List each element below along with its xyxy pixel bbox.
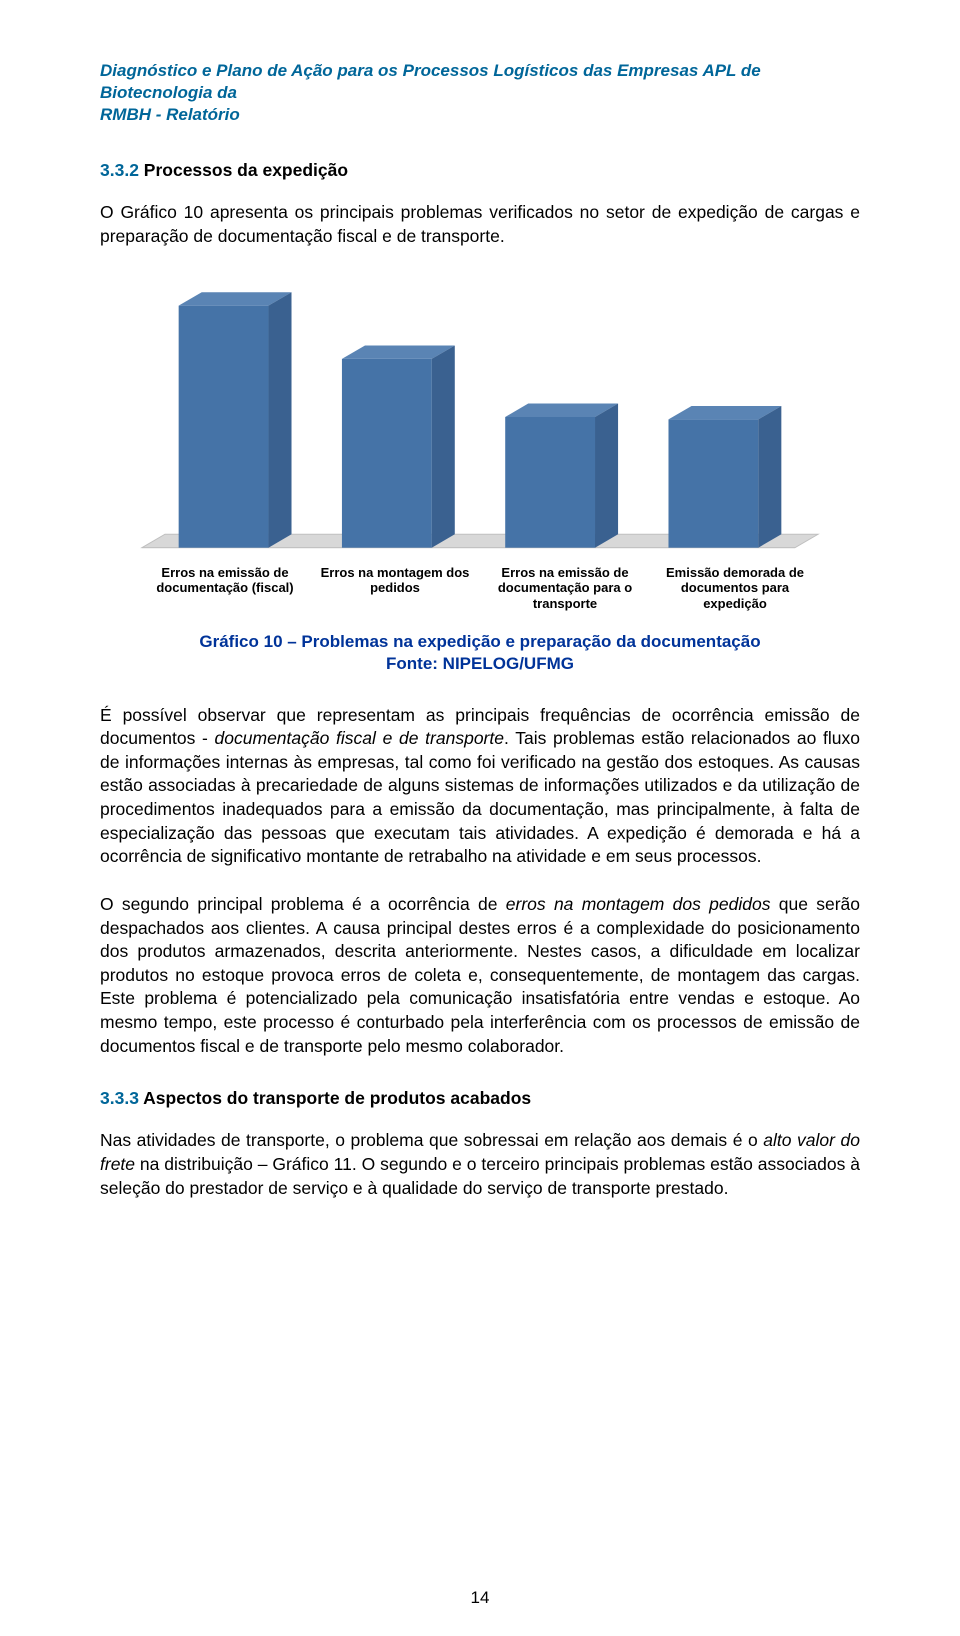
document-header: Diagnóstico e Plano de Ação para os Proc… bbox=[100, 60, 860, 126]
para2-italic: erros na montagem dos pedidos bbox=[506, 894, 771, 914]
bar-label: Erros na emissão de documentação para o … bbox=[480, 565, 650, 612]
bar-labels-row: Erros na emissão de documentação (fiscal… bbox=[140, 565, 820, 612]
paragraph-2: O segundo principal problema é a ocorrên… bbox=[100, 893, 860, 1058]
caption-line-1: Gráfico 10 – Problemas na expedição e pr… bbox=[199, 632, 760, 651]
para3-a: Nas atividades de transporte, o problema… bbox=[100, 1130, 763, 1150]
intro-paragraph: O Gráfico 10 apresenta os principais pro… bbox=[100, 201, 860, 248]
section-heading-text: Processos da expedição bbox=[139, 160, 348, 180]
para3-c: na distribuição – Gráfico 11. O segundo … bbox=[100, 1154, 860, 1198]
page-number: 14 bbox=[0, 1588, 960, 1608]
para2-a: O segundo principal problema é a ocorrên… bbox=[100, 894, 506, 914]
para1-c: . Tais problemas estão relacionados ao f… bbox=[100, 728, 860, 866]
section-title-333: 3.3.3 Aspectos do transporte de produtos… bbox=[100, 1088, 860, 1109]
page: Diagnóstico e Plano de Ação para os Proc… bbox=[0, 0, 960, 1636]
section-number: 3.3.2 bbox=[100, 160, 139, 180]
bar-label: Erros na montagem dos pedidos bbox=[310, 565, 480, 612]
bar-label: Emissão demorada de documentos para expe… bbox=[650, 565, 820, 612]
header-line-1: Diagnóstico e Plano de Ação para os Proc… bbox=[100, 61, 761, 102]
section-number-2: 3.3.3 bbox=[100, 1088, 139, 1108]
paragraph-3: Nas atividades de transporte, o problema… bbox=[100, 1129, 860, 1200]
para2-c: que serão despachados aos clientes. A ca… bbox=[100, 894, 860, 1056]
bar-chart-svg bbox=[140, 279, 820, 559]
bar-chart: Erros na emissão de documentação (fiscal… bbox=[140, 279, 820, 612]
paragraph-1: É possível observar que representam as p… bbox=[100, 704, 860, 869]
para1-italic: documentação fiscal e de transporte bbox=[215, 728, 504, 748]
section-title-332: 3.3.2 Processos da expedição bbox=[100, 160, 860, 181]
header-line-2: RMBH - Relatório bbox=[100, 105, 240, 124]
bar-label: Erros na emissão de documentação (fiscal… bbox=[140, 565, 310, 612]
caption-line-2: Fonte: NIPELOG/UFMG bbox=[386, 654, 574, 673]
section-heading-text-2: Aspectos do transporte de produtos acaba… bbox=[139, 1088, 531, 1108]
chart-caption: Gráfico 10 – Problemas na expedição e pr… bbox=[100, 631, 860, 675]
